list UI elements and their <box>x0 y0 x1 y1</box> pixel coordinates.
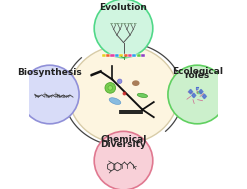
Circle shape <box>118 79 122 84</box>
Circle shape <box>21 65 79 124</box>
Bar <box>115 54 119 57</box>
Polygon shape <box>192 93 196 98</box>
Ellipse shape <box>109 98 121 105</box>
Text: IPP: IPP <box>35 95 41 99</box>
Circle shape <box>123 92 126 95</box>
Bar <box>119 54 123 57</box>
Circle shape <box>105 83 116 93</box>
Bar <box>102 54 106 57</box>
Circle shape <box>108 86 113 90</box>
Text: Ecological: Ecological <box>172 67 223 76</box>
Text: Diversity: Diversity <box>101 139 146 149</box>
Text: Chemical: Chemical <box>100 135 147 144</box>
Polygon shape <box>203 94 206 99</box>
Bar <box>124 54 128 57</box>
Circle shape <box>168 65 226 124</box>
Bar <box>106 54 110 57</box>
Ellipse shape <box>137 93 147 98</box>
Bar <box>110 54 115 57</box>
Circle shape <box>94 131 153 189</box>
Text: Evolution: Evolution <box>100 3 147 12</box>
Bar <box>132 54 136 57</box>
Text: Biosynthesis: Biosynthesis <box>18 68 82 77</box>
Text: DMAPP: DMAPP <box>56 95 71 99</box>
Bar <box>128 54 132 57</box>
Polygon shape <box>199 89 203 94</box>
Text: +: + <box>41 92 47 98</box>
Text: roles: roles <box>185 71 210 81</box>
Text: +: + <box>53 92 58 98</box>
Ellipse shape <box>196 91 202 94</box>
Bar <box>141 54 145 57</box>
Ellipse shape <box>69 45 178 144</box>
Bar <box>137 54 141 57</box>
Circle shape <box>94 0 153 58</box>
Polygon shape <box>189 89 192 94</box>
Text: GPP: GPP <box>46 95 55 99</box>
Ellipse shape <box>132 80 140 86</box>
